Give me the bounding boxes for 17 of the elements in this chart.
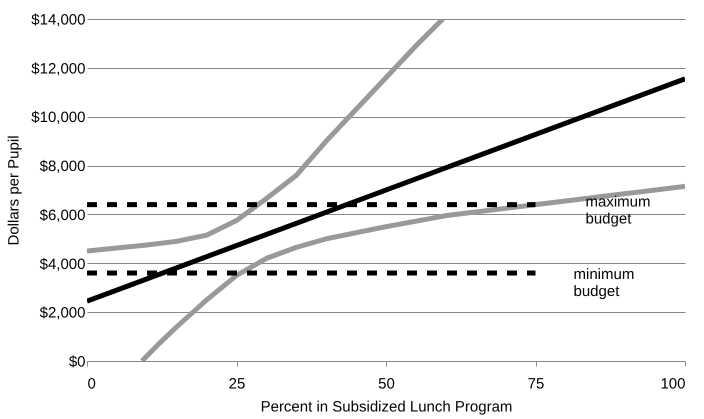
y-tick-label: $12,000	[31, 60, 86, 78]
y-tick-label: $14,000	[31, 12, 86, 28]
y-tick-label: $8,000	[40, 158, 86, 176]
x-tick-label: 50	[378, 376, 395, 392]
x-tick-label: 100	[660, 376, 686, 392]
x-tick-label: 0	[88, 376, 96, 392]
y-tick-label: $6,000	[40, 206, 86, 224]
annotation: maximum budget	[586, 194, 651, 228]
y-axis-title: Dollars per Pupil	[5, 135, 22, 246]
annotation: minimum budget	[574, 266, 634, 300]
y-tick-label: $0	[68, 354, 86, 370]
x-tick-label: 25	[228, 376, 246, 392]
x-axis-title: Percent in Subsidized Lunch Program	[260, 398, 512, 416]
y-tick-label: $2,000	[40, 304, 86, 322]
x-tick-label: 75	[528, 376, 544, 392]
y-tick-label: $4,000	[40, 256, 86, 273]
y-tick-label: $10,000	[31, 109, 86, 126]
